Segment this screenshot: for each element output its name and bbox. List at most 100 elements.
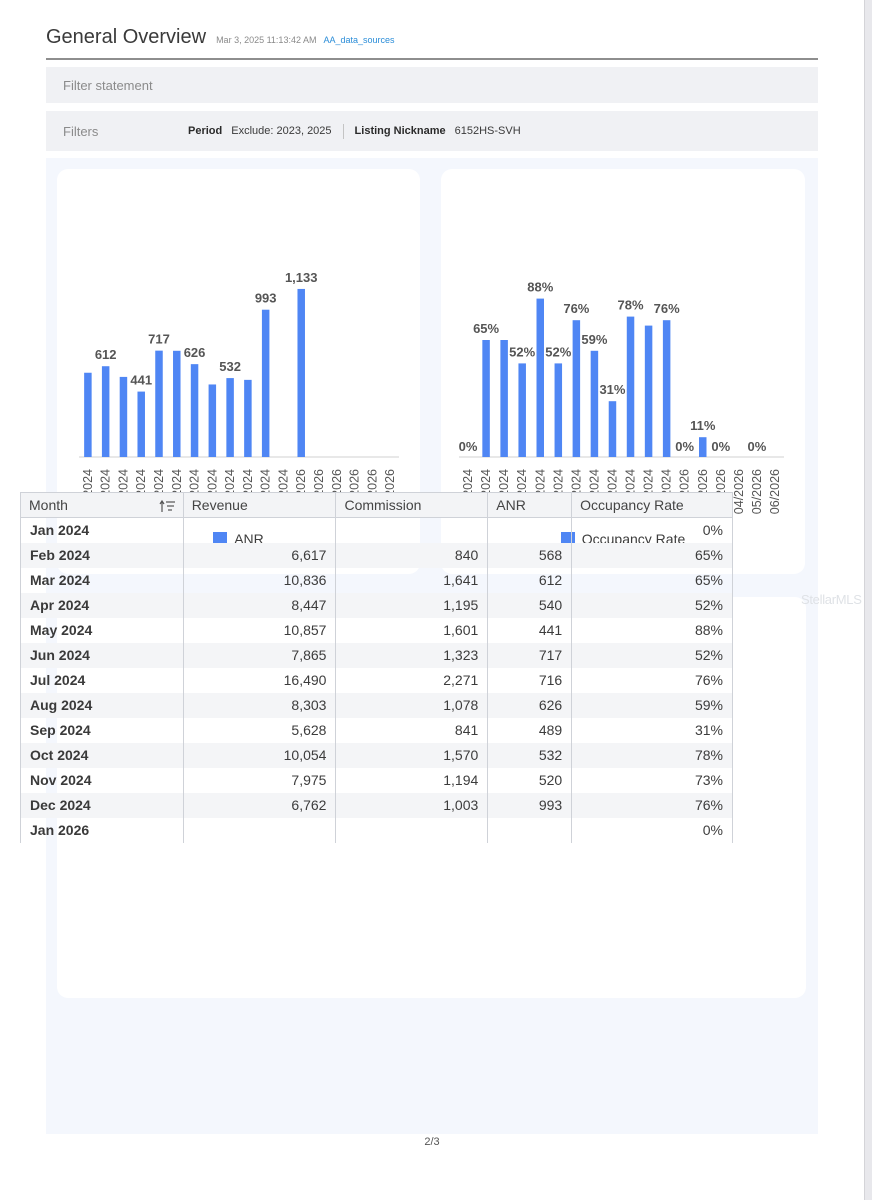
table-cell <box>335 517 489 543</box>
table-row: Sep 2024 5,628 841 489 31% <box>20 717 733 743</box>
table-cell: 88% <box>571 617 733 643</box>
bar[interactable] <box>208 384 217 457</box>
data-label: 76% <box>563 301 589 316</box>
data-label: 532 <box>219 359 241 374</box>
table-cell: 65% <box>571 567 733 593</box>
table-row: Feb 2024 6,617 840 568 65% <box>20 542 733 568</box>
table-cell: 489 <box>487 717 573 743</box>
bar[interactable] <box>101 366 110 457</box>
table-row: Jul 2024 16,490 2,271 716 76% <box>20 667 733 693</box>
table-cell <box>487 817 573 843</box>
table-cell: 1,570 <box>335 742 489 768</box>
bar[interactable] <box>608 401 617 457</box>
bar[interactable] <box>155 350 163 457</box>
table-cell: 716 <box>487 667 573 693</box>
column-header-occupancy-rate[interactable]: Occupancy Rate <box>571 492 733 518</box>
table-cell <box>487 517 573 543</box>
filters-label: Filters <box>63 123 99 139</box>
bar[interactable] <box>500 340 508 457</box>
data-label: 88% <box>527 280 553 295</box>
page-edge <box>864 0 872 1200</box>
watermark: StellarMLS <box>801 592 862 607</box>
table-header-row: Month Revenue Commission ANR Occupancy R… <box>20 492 733 518</box>
table-cell: 73% <box>571 767 733 793</box>
bar[interactable] <box>554 363 563 457</box>
data-label: 1,133 <box>285 270 318 285</box>
table-cell: May 2024 <box>20 617 184 643</box>
bar[interactable] <box>137 391 145 457</box>
bar[interactable] <box>590 350 599 457</box>
data-label: 11% <box>690 418 716 433</box>
table-cell: 993 <box>487 792 573 818</box>
table-cell: 532 <box>487 742 573 768</box>
x-tick-label: 04/2026 <box>732 469 746 514</box>
bar[interactable] <box>626 316 635 457</box>
table-row: Jan 2026 0% <box>20 817 733 843</box>
table-cell: 520 <box>487 767 573 793</box>
table-cell: 52% <box>571 592 733 618</box>
table-cell: Apr 2024 <box>20 592 184 618</box>
bar[interactable] <box>482 340 490 457</box>
sort-icon[interactable] <box>159 499 175 513</box>
bar[interactable] <box>244 379 252 457</box>
bar[interactable] <box>518 363 526 457</box>
bar[interactable] <box>297 288 305 457</box>
table-cell: 2,271 <box>335 667 489 693</box>
table-cell: 8,447 <box>182 592 337 618</box>
bar[interactable] <box>119 376 128 457</box>
table-cell: Jun 2024 <box>20 642 184 668</box>
filter-statement-label: Filter statement <box>63 77 153 93</box>
table-cell: 0% <box>571 517 733 543</box>
bar[interactable] <box>644 325 653 457</box>
table-cell: Jul 2024 <box>20 667 184 693</box>
table-cell: 10,857 <box>182 617 337 643</box>
table-cell <box>182 817 337 843</box>
table-row: Jun 2024 7,865 1,323 717 52% <box>20 642 733 668</box>
table-cell: 1,195 <box>335 592 489 618</box>
column-header-anr[interactable]: ANR <box>487 492 573 518</box>
column-label: Month <box>29 497 68 513</box>
bar[interactable] <box>662 320 671 457</box>
x-tick-label: 05/2026 <box>750 469 764 514</box>
bar[interactable] <box>226 378 234 457</box>
table-cell: 1,003 <box>335 792 489 818</box>
data-label: 441 <box>130 373 152 388</box>
bar[interactable] <box>84 372 92 457</box>
table-row: Nov 2024 7,975 1,194 520 73% <box>20 767 733 793</box>
bar[interactable] <box>699 437 707 457</box>
column-header-month[interactable]: Month <box>20 492 184 518</box>
data-label: 993 <box>255 291 277 306</box>
table-cell: 7,865 <box>182 642 337 668</box>
column-header-commission[interactable]: Commission <box>335 492 489 518</box>
report-timestamp: Mar 3, 2025 11:13:42 AM <box>216 35 317 45</box>
report-header: General Overview Mar 3, 2025 11:13:42 AM… <box>46 26 818 60</box>
table-cell: 441 <box>487 617 573 643</box>
filter-statement-bar[interactable]: Filter statement <box>46 67 818 103</box>
data-source-link[interactable]: AA_data_sources <box>323 35 395 45</box>
listing-filter-value[interactable]: 6152HS-SVH <box>454 125 521 137</box>
filter-divider <box>342 123 344 139</box>
bar[interactable] <box>572 320 581 457</box>
table-cell <box>182 517 337 543</box>
table-cell: 568 <box>487 542 573 568</box>
table-cell: 5,628 <box>182 717 337 743</box>
table-row: Jan 2024 0% <box>20 517 733 543</box>
data-label: 612 <box>95 347 117 362</box>
table-cell: 10,836 <box>182 567 337 593</box>
bar[interactable] <box>190 364 199 457</box>
data-label: 717 <box>148 332 170 347</box>
table-cell: Mar 2024 <box>20 567 184 593</box>
bar[interactable] <box>536 298 545 457</box>
table-cell: 1,641 <box>335 567 489 593</box>
table-cell: 76% <box>571 667 733 693</box>
data-label: 31% <box>599 382 625 397</box>
table-cell: 16,490 <box>182 667 337 693</box>
period-filter-value[interactable]: Exclude: 2023, 2025 <box>231 125 332 137</box>
bar[interactable] <box>261 309 270 457</box>
column-header-revenue[interactable]: Revenue <box>182 492 337 518</box>
table-cell: 65% <box>571 542 733 568</box>
data-label: 78% <box>618 298 644 313</box>
table-cell: Jan 2026 <box>20 817 184 843</box>
table-row: Oct 2024 10,054 1,570 532 78% <box>20 742 733 768</box>
bar[interactable] <box>173 350 181 457</box>
